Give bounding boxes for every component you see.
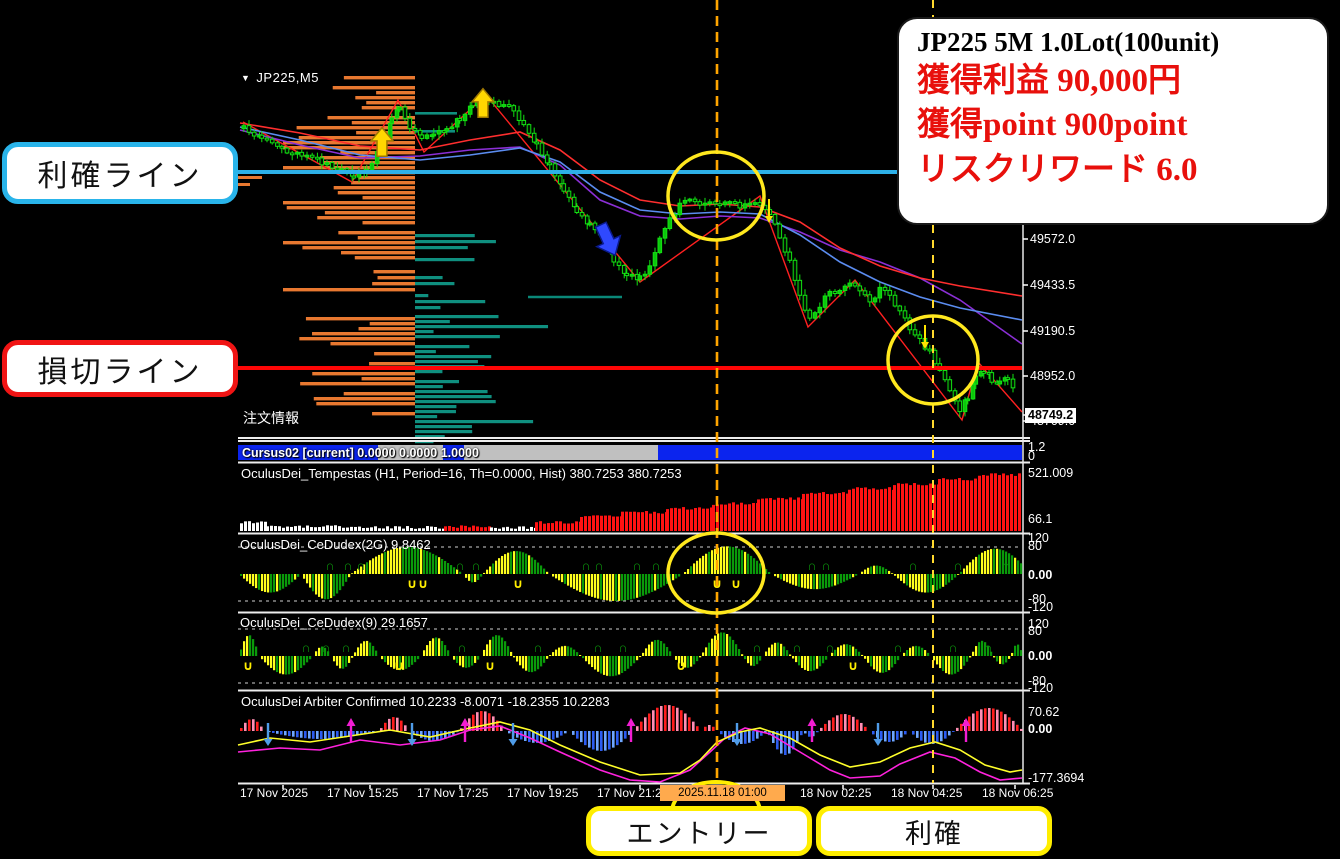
indicator-scale-label: -120 — [1028, 681, 1054, 695]
svg-text:∩: ∩ — [455, 558, 464, 573]
indicator-scale-label: 66.1 — [1028, 512, 1053, 526]
svg-text:∩: ∩ — [581, 558, 590, 573]
svg-text:∩: ∩ — [1001, 558, 1010, 573]
exit-callout-label: 利確 — [905, 818, 963, 849]
svg-text:∩: ∩ — [893, 640, 902, 655]
svg-text:∩: ∩ — [457, 640, 466, 655]
time-tick-label: 18 Nov 02:25 — [800, 786, 872, 800]
indicator-scale-label: -80 — [1028, 674, 1047, 688]
indicator-scale-label: -120 — [1028, 600, 1054, 614]
svg-text:∩: ∩ — [618, 640, 627, 655]
take-profit-callout-label: 利確ライン — [37, 160, 203, 193]
indicator-scale-label: 0.00 — [1028, 649, 1053, 663]
svg-text:∩: ∩ — [752, 640, 761, 655]
svg-text:∩: ∩ — [948, 640, 957, 655]
time-tick-label: 17 Nov 21:25 — [597, 786, 669, 800]
tempestas-indicator-label: OculusDei_Tempestas (H1, Period=16, Th=0… — [241, 466, 682, 481]
time-tick-label: 17 Nov 19:25 — [507, 786, 579, 800]
trade-summary-title: JP225 5M 1.0Lot(100unit) — [917, 27, 1220, 57]
indicator-scale-label: 80 — [1028, 539, 1042, 553]
trade-summary-profit: 獲得利益 90,000円 — [917, 63, 1181, 99]
indicator-scale-label: -80 — [1028, 592, 1047, 606]
stop-loss-callout: 損切ライン — [2, 340, 238, 397]
svg-text:∪: ∪ — [676, 658, 687, 673]
arbiter-indicator-label: OculusDei Arbiter Confirmed 10.2233 -8.0… — [241, 694, 610, 709]
indicator-scale-label: 1.2 — [1028, 440, 1046, 454]
svg-text:∩: ∩ — [953, 558, 962, 573]
indicator-scale-label: 70.62 — [1028, 705, 1060, 719]
price-tick-label: 49433.5 — [1030, 278, 1076, 292]
indicator-scale-label: 120 — [1028, 531, 1049, 545]
svg-text:∪: ∪ — [731, 576, 742, 591]
svg-text:∩: ∩ — [471, 558, 480, 573]
svg-text:∩: ∩ — [908, 558, 917, 573]
svg-text:∩: ∩ — [343, 558, 352, 573]
svg-text:∩: ∩ — [325, 558, 334, 573]
cedudex9-indicator-label: OculusDei_CeDudex(9) 29.1657 — [240, 615, 428, 630]
time-tick-label: 17 Nov 2025 — [240, 786, 309, 800]
svg-text:∪: ∪ — [418, 576, 429, 591]
indicator-scale-label: 521.009 — [1028, 466, 1074, 480]
price-tick-label: 49190.5 — [1030, 324, 1076, 338]
indicator-scale-label: 120 — [1028, 617, 1049, 631]
stop-loss-callout-label: 損切ライン — [37, 355, 203, 389]
cedudex2g-indicator-label: OculusDei_CeDudex(2G) 9.8462 — [240, 537, 431, 552]
svg-text:∩: ∩ — [825, 640, 834, 655]
cursus-indicator-label: Cursus02 [current] 0.0000 0.0000 1.0000 — [242, 446, 479, 460]
price-tick-label: 48952.0 — [1030, 369, 1076, 383]
svg-text:∪: ∪ — [407, 576, 418, 591]
svg-text:∪: ∪ — [848, 658, 859, 673]
indicator-scale-label: 0.00 — [1028, 568, 1053, 582]
svg-text:∪: ∪ — [485, 658, 496, 673]
time-tick-label: 18 Nov 04:25 — [891, 786, 963, 800]
entry-callout: エントリー — [586, 806, 812, 856]
time-tick-label: 18 Nov 06:25 — [982, 786, 1054, 800]
price-tick-label: 49572.0 — [1030, 232, 1076, 246]
svg-text:∩: ∩ — [593, 640, 602, 655]
exit-callout: 利確 — [816, 806, 1052, 856]
indicator-scale-label: 0 — [1028, 449, 1035, 463]
current-price-badge: 48749.2 — [1025, 408, 1077, 423]
svg-text:∪: ∪ — [243, 658, 254, 673]
indicator-scale-label: -177.3694 — [1028, 771, 1085, 785]
svg-text:∩: ∩ — [821, 558, 830, 573]
trade-summary-points: 獲得point 900point — [917, 107, 1188, 144]
svg-text:∩: ∩ — [533, 640, 542, 655]
take-profit-callout: 利確ライン — [2, 142, 238, 204]
symbol-selector[interactable]: ▼ JP225,M5 — [241, 70, 319, 85]
symbol-label: JP225,M5 — [256, 70, 319, 85]
svg-text:∩: ∩ — [792, 640, 801, 655]
indicator-scale-label: 0.00 — [1028, 722, 1053, 736]
time-tick-label: 17 Nov 15:25 — [327, 786, 399, 800]
svg-text:∩: ∩ — [301, 640, 310, 655]
svg-text:∩: ∩ — [356, 558, 365, 573]
highlighted-time-label: 2025.11.18 01:00 — [660, 785, 785, 801]
svg-text:∩: ∩ — [632, 558, 641, 573]
svg-text:∩: ∩ — [321, 640, 330, 655]
entry-callout-label: エントリー — [626, 818, 772, 849]
svg-text:∩: ∩ — [807, 558, 816, 573]
chevron-down-icon: ▼ — [241, 73, 251, 83]
svg-text:∪: ∪ — [513, 576, 524, 591]
order-info-label: 注文情報 — [243, 410, 299, 426]
svg-text:∩: ∩ — [594, 558, 603, 573]
svg-text:∪: ∪ — [394, 658, 405, 673]
time-tick-label: 17 Nov 17:25 — [417, 786, 489, 800]
svg-text:∩: ∩ — [651, 558, 660, 573]
trade-summary-riskreward: リスクリワード 6.0 — [917, 151, 1198, 188]
indicator-scale-label: 80 — [1028, 624, 1042, 638]
svg-text:∩: ∩ — [983, 640, 992, 655]
svg-text:∩: ∩ — [341, 640, 350, 655]
trade-summary-box: JP225 5M 1.0Lot(100unit) 獲得利益 90,000円 獲得… — [897, 17, 1329, 225]
